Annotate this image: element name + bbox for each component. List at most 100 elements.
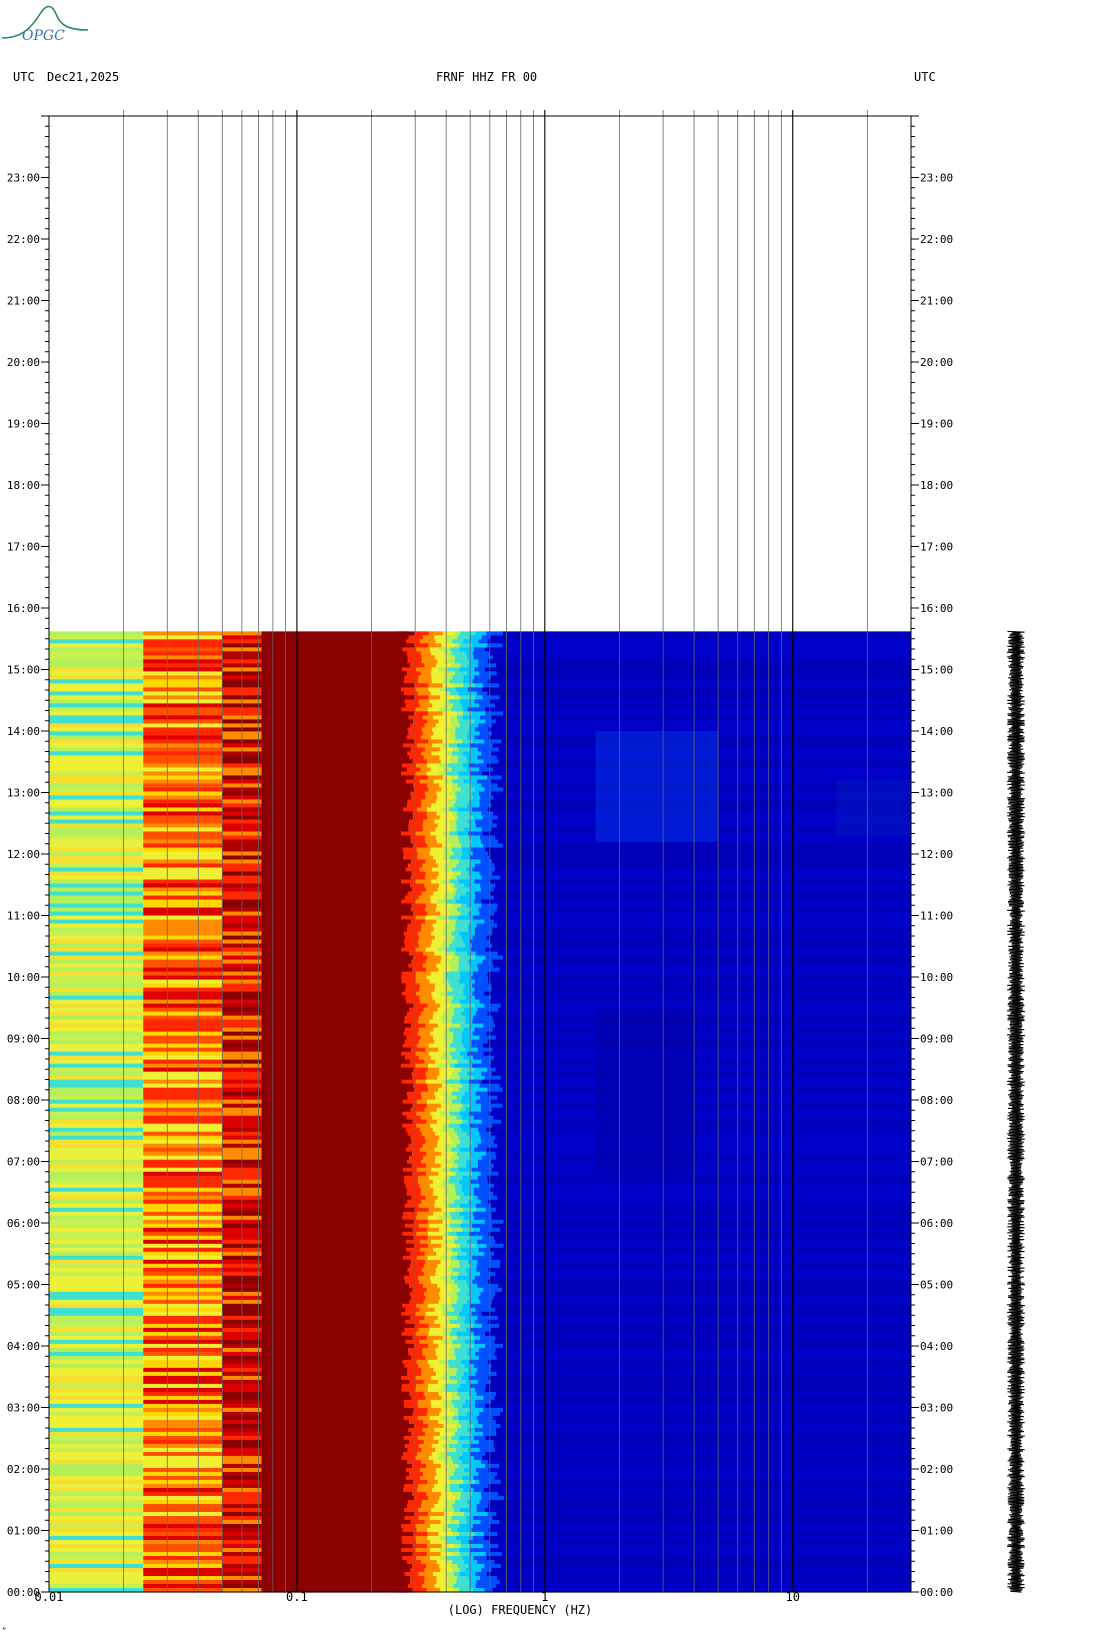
heatmap-cell (440, 1551, 453, 1557)
heatmap-cell (415, 1383, 429, 1389)
heatmap-cell (397, 1523, 402, 1529)
heatmap-cell (424, 723, 437, 729)
heatmap-cell (468, 1059, 483, 1065)
heatmap-cell (459, 1547, 471, 1553)
right-time-label: 14:00 (920, 725, 953, 738)
heatmap-cell (422, 715, 434, 721)
heatmap-cell (261, 915, 408, 921)
heatmap-cell (397, 971, 402, 977)
heatmap-cell (49, 995, 144, 1001)
heatmap-cell (492, 1415, 911, 1421)
heatmap-cell (397, 779, 406, 785)
heatmap-cell (456, 827, 465, 833)
heatmap-cell (261, 911, 408, 917)
heatmap-cell (434, 935, 447, 941)
heatmap-cell (421, 1499, 439, 1505)
heatmap-cell (480, 1199, 489, 1205)
heatmap-cell (497, 1095, 911, 1101)
heatmap-cell (143, 855, 223, 861)
heatmap-cell (143, 863, 223, 869)
heatmap-cell (491, 1211, 911, 1217)
heatmap-cell (49, 1323, 144, 1329)
heatmap-cell (143, 1527, 223, 1533)
heatmap-cell (452, 1235, 459, 1241)
heatmap-cell (472, 1019, 495, 1025)
heatmap-cell (143, 1503, 223, 1509)
heatmap-cell (49, 1067, 144, 1073)
heatmap-cell (425, 967, 439, 973)
heatmap-cell (143, 1243, 223, 1249)
heatmap-cell (475, 1531, 485, 1537)
heatmap-cell (49, 1075, 144, 1081)
heatmap-cell (261, 887, 408, 893)
heatmap-cell (49, 1383, 144, 1389)
heatmap-cell (404, 1571, 419, 1577)
heatmap-cell (455, 919, 472, 925)
heatmap-cell (470, 887, 482, 893)
heatmap-cell (397, 1411, 413, 1417)
heatmap-cell (261, 1155, 408, 1161)
heatmap-cell (405, 1475, 421, 1481)
heatmap-cell (143, 1427, 223, 1433)
heatmap-cell (468, 1583, 477, 1589)
heatmap-cell (143, 1163, 223, 1169)
heatmap-cell (448, 1231, 457, 1237)
heatmap-cell (143, 691, 223, 697)
heatmap-cell (261, 1319, 408, 1325)
heatmap-cell (443, 831, 451, 837)
heatmap-cell (474, 675, 492, 681)
heatmap-cell (475, 951, 499, 957)
heatmap-cell (449, 719, 460, 725)
heatmap-cell (397, 1203, 405, 1209)
heatmap-cell (49, 1047, 144, 1053)
heatmap-cell (417, 1031, 431, 1037)
heatmap-cell (477, 1159, 492, 1165)
heatmap-cell (462, 1403, 476, 1409)
heatmap-cell (397, 1371, 407, 1377)
heatmap-cell (414, 739, 429, 745)
heatmap-cell (261, 959, 408, 965)
heatmap-cell (458, 859, 471, 865)
heatmap-cell (413, 911, 428, 917)
heatmap-cell (430, 847, 444, 853)
heatmap-cell (417, 1403, 432, 1409)
heatmap-cell (404, 1483, 419, 1489)
heatmap-cell (49, 895, 144, 901)
heatmap-cell (261, 1131, 408, 1137)
heatmap-cell (449, 1223, 462, 1229)
heatmap-cell (427, 1303, 442, 1309)
heatmap-cell (495, 1035, 911, 1041)
heatmap-cell (397, 1007, 410, 1013)
heatmap-cell (414, 1511, 429, 1517)
heatmap-cell (471, 783, 482, 789)
heatmap-cell (451, 1515, 467, 1521)
heatmap-cell (449, 1167, 460, 1173)
heatmap-cell (469, 835, 481, 841)
heatmap-cell (454, 1011, 463, 1017)
heatmap-cell (49, 843, 144, 849)
heatmap-cell (437, 1195, 449, 1201)
heatmap-cell (397, 1447, 408, 1453)
heatmap-cell (479, 767, 494, 773)
heatmap-cell (494, 1395, 911, 1401)
heatmap-cell (437, 875, 452, 881)
heatmap-cell (412, 1563, 427, 1569)
heatmap-cell (415, 1375, 432, 1381)
heatmap-cell (490, 675, 911, 681)
heatmap-cell (261, 967, 408, 973)
heatmap-cell (488, 1503, 911, 1509)
heatmap-cell (456, 1143, 470, 1149)
heatmap-cell (465, 1163, 479, 1169)
heatmap-cell (397, 1191, 407, 1197)
heatmap-cell (143, 771, 223, 777)
heatmap-cell (49, 1499, 144, 1505)
heatmap-cell (429, 699, 446, 705)
heatmap-cell (143, 1231, 223, 1237)
heatmap-cell (450, 1219, 463, 1225)
heatmap-cell (397, 1347, 409, 1353)
left-time-label: 05:00 (7, 1279, 40, 1292)
heatmap-cell (439, 687, 446, 693)
heatmap-cell (452, 1163, 459, 1169)
heatmap-cell (408, 963, 424, 969)
heatmap-cell (49, 1563, 144, 1569)
